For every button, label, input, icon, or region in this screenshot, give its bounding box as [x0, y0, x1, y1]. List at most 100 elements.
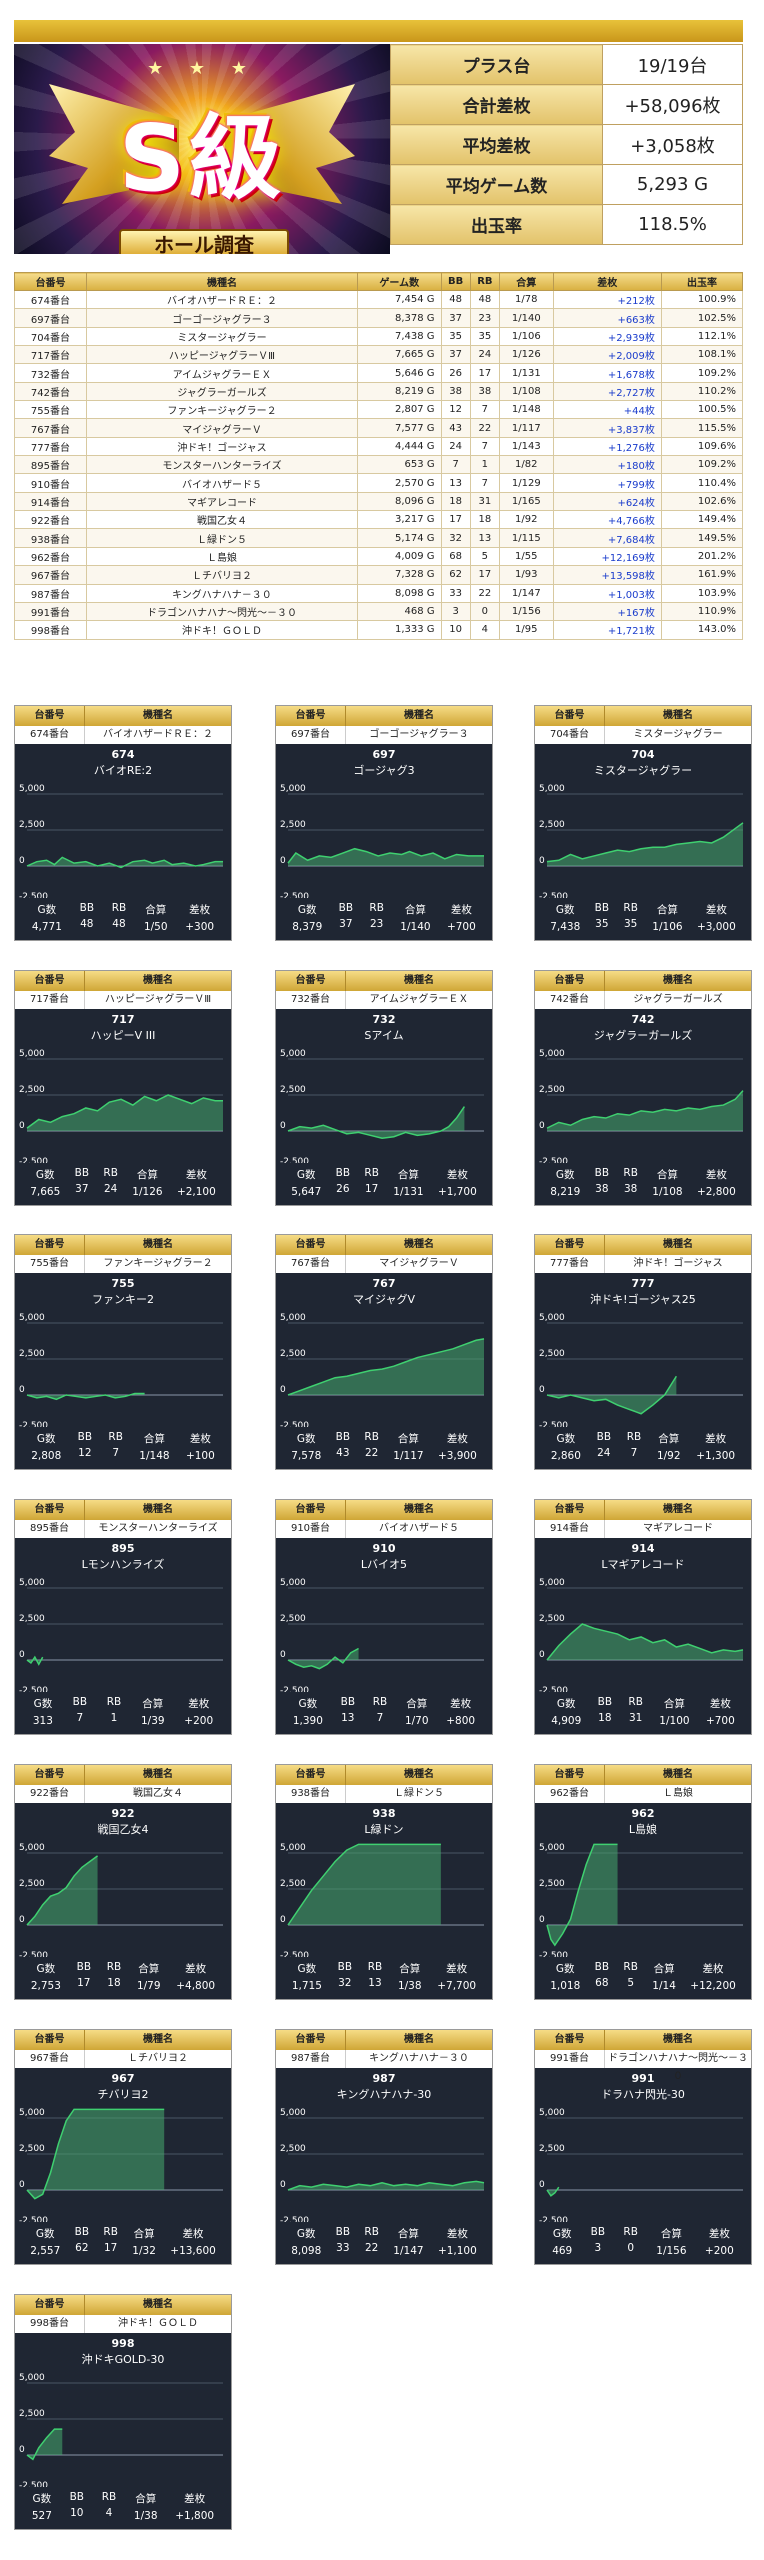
card-number: 704: [631, 748, 655, 761]
card-header: 台番号 機種名: [276, 2030, 492, 2050]
stat-value: 7: [376, 1712, 384, 1724]
y-tick-label: 5,000: [539, 784, 565, 794]
table-row[interactable]: 777番台 沖ドキ！ゴージャス 4,444 G 24 7 1/143 +1,276枚 109.…: [14, 436, 744, 457]
stat-label: 差枚: [705, 1433, 727, 1445]
table-row[interactable]: 704番台 ミスタージャグラー 7,438 G 35 35 1/106 +2,939枚 112…: [14, 326, 744, 347]
slump-graph: 5,000 2,500 0 -2,500: [19, 784, 223, 898]
graph-card-991[interactable]: 台番号 機種名 991番台 ドラゴンハナハナ～閃光～－３０ 991 ドラハナ閃光-30 5,…: [534, 2029, 752, 2265]
graph-card-910[interactable]: 台番号 機種名 910番台 バイオハザード５ 910 Lバイオ5 5,000 2,500 0 -2…: [275, 1499, 493, 1735]
card-stats: G数 2,860 BB 24 RB 7 合算 1/92 差枚 +1,300: [535, 1431, 751, 1462]
card-header: 台番号 機種名: [276, 971, 492, 991]
graph-card-777[interactable]: 台番号 機種名 777番台 沖ドキ！ゴージャス 777 沖ドキ!ゴージャス25 5,000 2…: [534, 1234, 752, 1470]
card-header: 台番号 機種名: [276, 1500, 492, 1520]
table-row[interactable]: 717番台 ハッピージャグラーＶⅢ 7,665 G 37 24 1/126 +2,009枚 1…: [14, 345, 744, 365]
stat-value: 5: [627, 1977, 635, 1989]
table-row[interactable]: 767番台 マイジャグラーＶ 7,577 G 43 22 1/117 +3,837枚 115.…: [14, 418, 744, 438]
graph-card-767[interactable]: 台番号 機種名 767番台 マイジャグラーＶ 767 マイジャグV 5,000 2,500 0 -…: [275, 1234, 493, 1470]
stat-column: G数 7,578: [291, 1431, 321, 1462]
summary-label: 平均差枚: [390, 124, 603, 165]
stat-label: 差枚: [708, 2228, 730, 2240]
table-row[interactable]: 732番台 アイムジャグラーＥＸ 5,646 G 26 17 1/131 +1,678枚 10…: [14, 363, 744, 383]
table-row[interactable]: 895番台 モンスターハンターライズ 653 G 7 1 1/82 +180枚 109.2%: [14, 455, 744, 475]
table-cell: 8,378 G: [356, 308, 442, 328]
table-cell: +3,837枚: [552, 418, 662, 438]
graph-card-704[interactable]: 台番号 機種名 704番台 ミスタージャグラー 704 ミスタージャグラー 5,000 2,5…: [534, 705, 752, 941]
table-row[interactable]: 987番台 キングハナハナ－３０ 8,098 G 33 22 1/147 +1,003枚 10…: [14, 583, 744, 603]
column-header: ゲーム数: [356, 272, 442, 291]
stat-label: 合算: [399, 1963, 421, 1975]
stat-column: G数 7,438: [550, 902, 580, 933]
stat-column: RB 38: [623, 1167, 638, 1198]
table-row[interactable]: 938番台 Ｌ緑ドン５ 5,174 G 32 13 1/115 +7,684枚 149.5%: [14, 528, 744, 548]
card-unit: 922番台: [15, 1785, 85, 1803]
card-header-machine-label: 機種名: [605, 1500, 751, 1520]
card-number: 767: [372, 1277, 396, 1290]
graph-card-755[interactable]: 台番号 機種名 755番台 ファンキージャグラー２ 755 ファンキー2 5,000 2,50…: [14, 1234, 232, 1470]
table-cell: モンスターハンターライズ: [85, 455, 358, 475]
table-cell: 13: [440, 473, 471, 493]
card-stats: G数 1,390 BB 13 RB 7 合算 1/70 差枚 +800: [276, 1696, 492, 1727]
y-tick-label: 5,000: [19, 1313, 45, 1323]
stat-column: G数 7,665: [30, 1167, 60, 1198]
graph-card-922[interactable]: 台番号 機種名 922番台 戦国乙女４ 922 戦国乙女4 5,000 2,500 0 -2,50…: [14, 1764, 232, 2000]
stat-column: BB 37: [339, 902, 353, 933]
stat-value: 35: [623, 918, 638, 930]
summary-label: 合計差枚: [390, 84, 603, 125]
y-tick-label: 5,000: [19, 784, 45, 794]
card-unit: 910番台: [276, 1520, 346, 1538]
slump-graph: 5,000 2,500 0 -2,500: [539, 1578, 744, 1692]
stat-label: G数: [33, 1698, 53, 1710]
stat-value: 1,018: [550, 1980, 581, 1992]
card-machine: 沖ドキ！ＧＯＬＤ: [118, 2318, 198, 2329]
table-row[interactable]: 967番台 Ｌチバリヨ２ 7,328 G 62 17 1/93 +13,598枚 161.9%: [14, 565, 744, 585]
table-row[interactable]: 674番台 バイオハザードＲＥ：２ 7,454 G 48 48 1/78 +212枚 100.…: [14, 289, 744, 310]
table-cell: 1/126: [499, 345, 554, 365]
table-cell: +4,766枚: [552, 510, 662, 530]
table-row[interactable]: 922番台 戦国乙女４ 3,217 G 17 18 1/92 +4,766枚 149.4%: [14, 510, 744, 530]
table-cell: 110.9%: [660, 601, 744, 622]
table-row[interactable]: 962番台 Ｌ島娘 4,009 G 68 5 1/55 +12,169枚 201.2%: [14, 546, 744, 567]
graph-card-742[interactable]: 台番号 機種名 742番台 ジャグラーガールズ 742 ジャグラーガールズ 5,000 2,5…: [534, 970, 752, 1206]
card-subheader: 991番台 ドラゴンハナハナ～閃光～－３０: [535, 2050, 751, 2082]
stat-label: 差枚: [185, 1963, 207, 1975]
y-tick-label: 2,500: [539, 1879, 565, 1889]
graph-card-697[interactable]: 台番号 機種名 697番台 ゴーゴージャグラー３ 697 ゴージャグ3 5,000 2,500…: [275, 705, 493, 941]
table-row[interactable]: 697番台 ゴーゴージャグラー３ 8,378 G 37 23 1/140 +663枚 102.…: [14, 308, 744, 328]
table-row[interactable]: 914番台 マギアレコード 8,096 G 18 31 1/165 +624枚 102.6%: [14, 491, 744, 512]
graph-card-914[interactable]: 台番号 機種名 914番台 マギアレコード 914 Lマギアレコード 5,000 2,500 0…: [534, 1499, 752, 1735]
table-cell: Ｌ島娘: [85, 546, 358, 567]
table-row[interactable]: 755番台 ファンキージャグラー２ 2,807 G 12 7 1/148 +44枚 100.5…: [14, 400, 744, 420]
graph-card-732[interactable]: 台番号 機種名 732番台 アイムジャグラーＥＸ 732 Sアイム 5,000 2,500 0 -…: [275, 970, 493, 1206]
table-row[interactable]: 991番台 ドラゴンハナハナ～閃光～－３０ 468 G 3 0 1/156 +167枚 110…: [14, 601, 744, 622]
card-number: 910: [372, 1542, 396, 1555]
card-short-name: キングハナハナ-30: [336, 2088, 432, 2101]
card-stats: G数 8,219 BB 38 RB 38 合算 1/108 差枚 +2,800: [535, 1167, 751, 1198]
stat-label: BB: [74, 1167, 90, 1179]
graph-card-938[interactable]: 台番号 機種名 938番台 Ｌ緑ドン５ 938 L緑ドン 5,000 2,500 0 -2,500…: [275, 1764, 493, 2000]
table-row[interactable]: 742番台 ジャグラーガールズ 8,219 G 38 38 1/108 +2,727枚 110…: [14, 381, 744, 402]
table-row[interactable]: 998番台 沖ドキ！ＧＯＬＤ 1,333 G 10 4 1/95 +1,721枚 143.0%: [14, 620, 744, 640]
card-number: 697: [372, 748, 396, 761]
graph-card-987[interactable]: 台番号 機種名 987番台 キングハナハナ－３０ 987 キングハナハナ-30 5,000 2…: [275, 2029, 493, 2265]
y-tick-label: 0: [19, 2445, 25, 2455]
stat-value: 22: [364, 1447, 379, 1459]
graph-card-674[interactable]: 台番号 機種名 674番台 バイオハザードＲＥ：２ 674 バイオRE:2 5,000 2,5…: [14, 705, 232, 941]
stat-column: RB 31: [628, 1696, 643, 1727]
summary-value: +58,096枚: [602, 84, 743, 125]
graph-card-962[interactable]: 台番号 機種名 962番台 Ｌ島娘 962 L島娘 5,000 2,500 0 -2,500 G数 1…: [534, 1764, 752, 2000]
y-tick-label: 2,500: [539, 1085, 565, 1095]
graph-line: [26, 1094, 223, 1129]
column-header: 出玉率: [660, 272, 744, 291]
table-row[interactable]: 910番台 バイオハザード５ 2,570 G 13 7 1/129 +799枚 110.4%: [14, 473, 744, 493]
stat-value: 1,715: [291, 1980, 322, 1992]
y-tick-label: 5,000: [280, 2108, 306, 2118]
card-header-unit-label: 台番号: [15, 2295, 85, 2315]
graph-card-967[interactable]: 台番号 機種名 967番台 Ｌチバリヨ２ 967 チバリヨ2 5,000 2,500 0 -2,5…: [14, 2029, 232, 2265]
table-cell: 161.9%: [660, 565, 744, 585]
stat-value: 1/70: [404, 1715, 429, 1727]
graph-card-895[interactable]: 台番号 機種名 895番台 モンスターハンターライズ 895 Lモンハンライズ 5,000 2…: [14, 1499, 232, 1735]
stat-label: 合算: [397, 1433, 419, 1445]
table-cell: 149.5%: [660, 528, 744, 548]
graph-card-717[interactable]: 台番号 機種名 717番台 ハッピージャグラーＶⅢ 717 ハッピーV III 5,000 2…: [14, 970, 232, 1206]
graph-card-998[interactable]: 台番号 機種名 998番台 沖ドキ！ＧＯＬＤ 998 沖ドキGOLD-30 5,000 2,5…: [14, 2294, 232, 2530]
